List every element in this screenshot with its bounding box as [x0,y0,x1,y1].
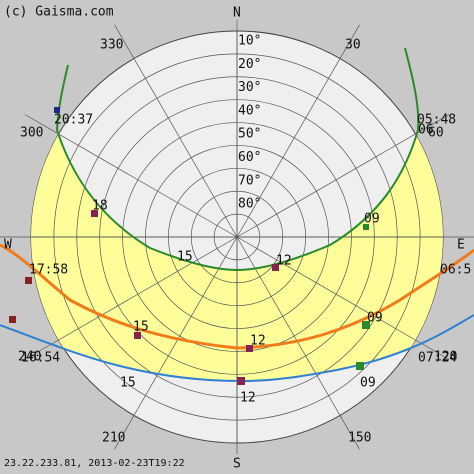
altitude-labels-label: 40° [238,103,261,118]
n-label: N [233,6,241,21]
azimuth-labels-label: 330 [100,38,123,53]
winter-label: 09 [360,376,376,391]
azimuth-line [236,236,360,450]
winter-label: 15 [120,376,136,391]
summer-path [55,47,420,272]
azimuth-labels-label: 150 [348,431,371,446]
hour-marker [25,277,32,284]
summer-label: 20:37 [54,113,93,128]
hour-marker [9,316,16,323]
footer-label: 23.22.233.81, 2013-02-23T19:22 [4,458,185,469]
azimuth-labels-label: 210 [102,431,125,446]
w-label: W [4,238,12,253]
hour-marker [272,264,279,271]
summer-label: 06 [418,123,434,138]
hour-marker [246,345,253,352]
azimuth-line [236,24,360,238]
grid [0,20,474,454]
azimuth-labels-label: 300 [20,126,43,141]
summer-label: 05:48 [417,113,456,128]
azimuth-labels-label: 60 [428,126,444,141]
summer-label: 12 [276,254,292,269]
altitude-labels-label: 20° [238,57,261,72]
azimuth-labels-label: 30 [345,38,361,53]
azimuth-line [114,236,238,450]
azimuth-line [236,114,450,238]
e-label: E [457,238,465,253]
altitude-labels-label: 80° [238,197,261,212]
altitude-labels-label: 70° [238,173,261,188]
winter-label: 12 [240,391,256,406]
winter-label: 07:24 [418,351,457,366]
altitude-labels-label: 60° [238,150,261,165]
hour-marker [134,332,141,339]
summer-label: 15 [177,250,193,265]
azimuth-line [114,24,238,238]
altitude-labels-label: 30° [238,80,261,95]
equinox-label: 15 [133,320,149,335]
daylight-band [31,100,443,381]
summer-label: 18 [92,199,108,214]
azimuth-line [236,236,450,360]
labels: (c) Gaisma.com 23.22.233.81, 2013-02-23T1… [4,5,471,472]
hour-marker [54,107,60,113]
summer-label: 09 [364,212,380,227]
azimuth-labels-label: 120 [434,350,457,365]
hour-markers [9,107,370,385]
azimuth-line [24,114,238,238]
hour-marker [362,321,370,329]
hour-marker [356,362,364,370]
azimuth-line [24,236,238,360]
equinox-label: 17:58 [29,263,68,278]
s-label: S [233,457,241,472]
hour-marker [91,210,98,217]
azimuth-labels-label: 240 [18,350,41,365]
hour-marker [237,377,245,385]
equinox-label: 12 [250,334,266,349]
equinox-label: 06:5 [440,263,471,278]
hour-marker [363,224,369,230]
altitude-labels-label: 10° [238,34,261,49]
altitude-labels-label: 50° [238,127,261,142]
equinox-path [0,243,474,350]
equinox-label: 09 [367,311,383,326]
winter-label: 16:54 [21,351,60,366]
credit-label: (c) Gaisma.com [4,5,114,20]
